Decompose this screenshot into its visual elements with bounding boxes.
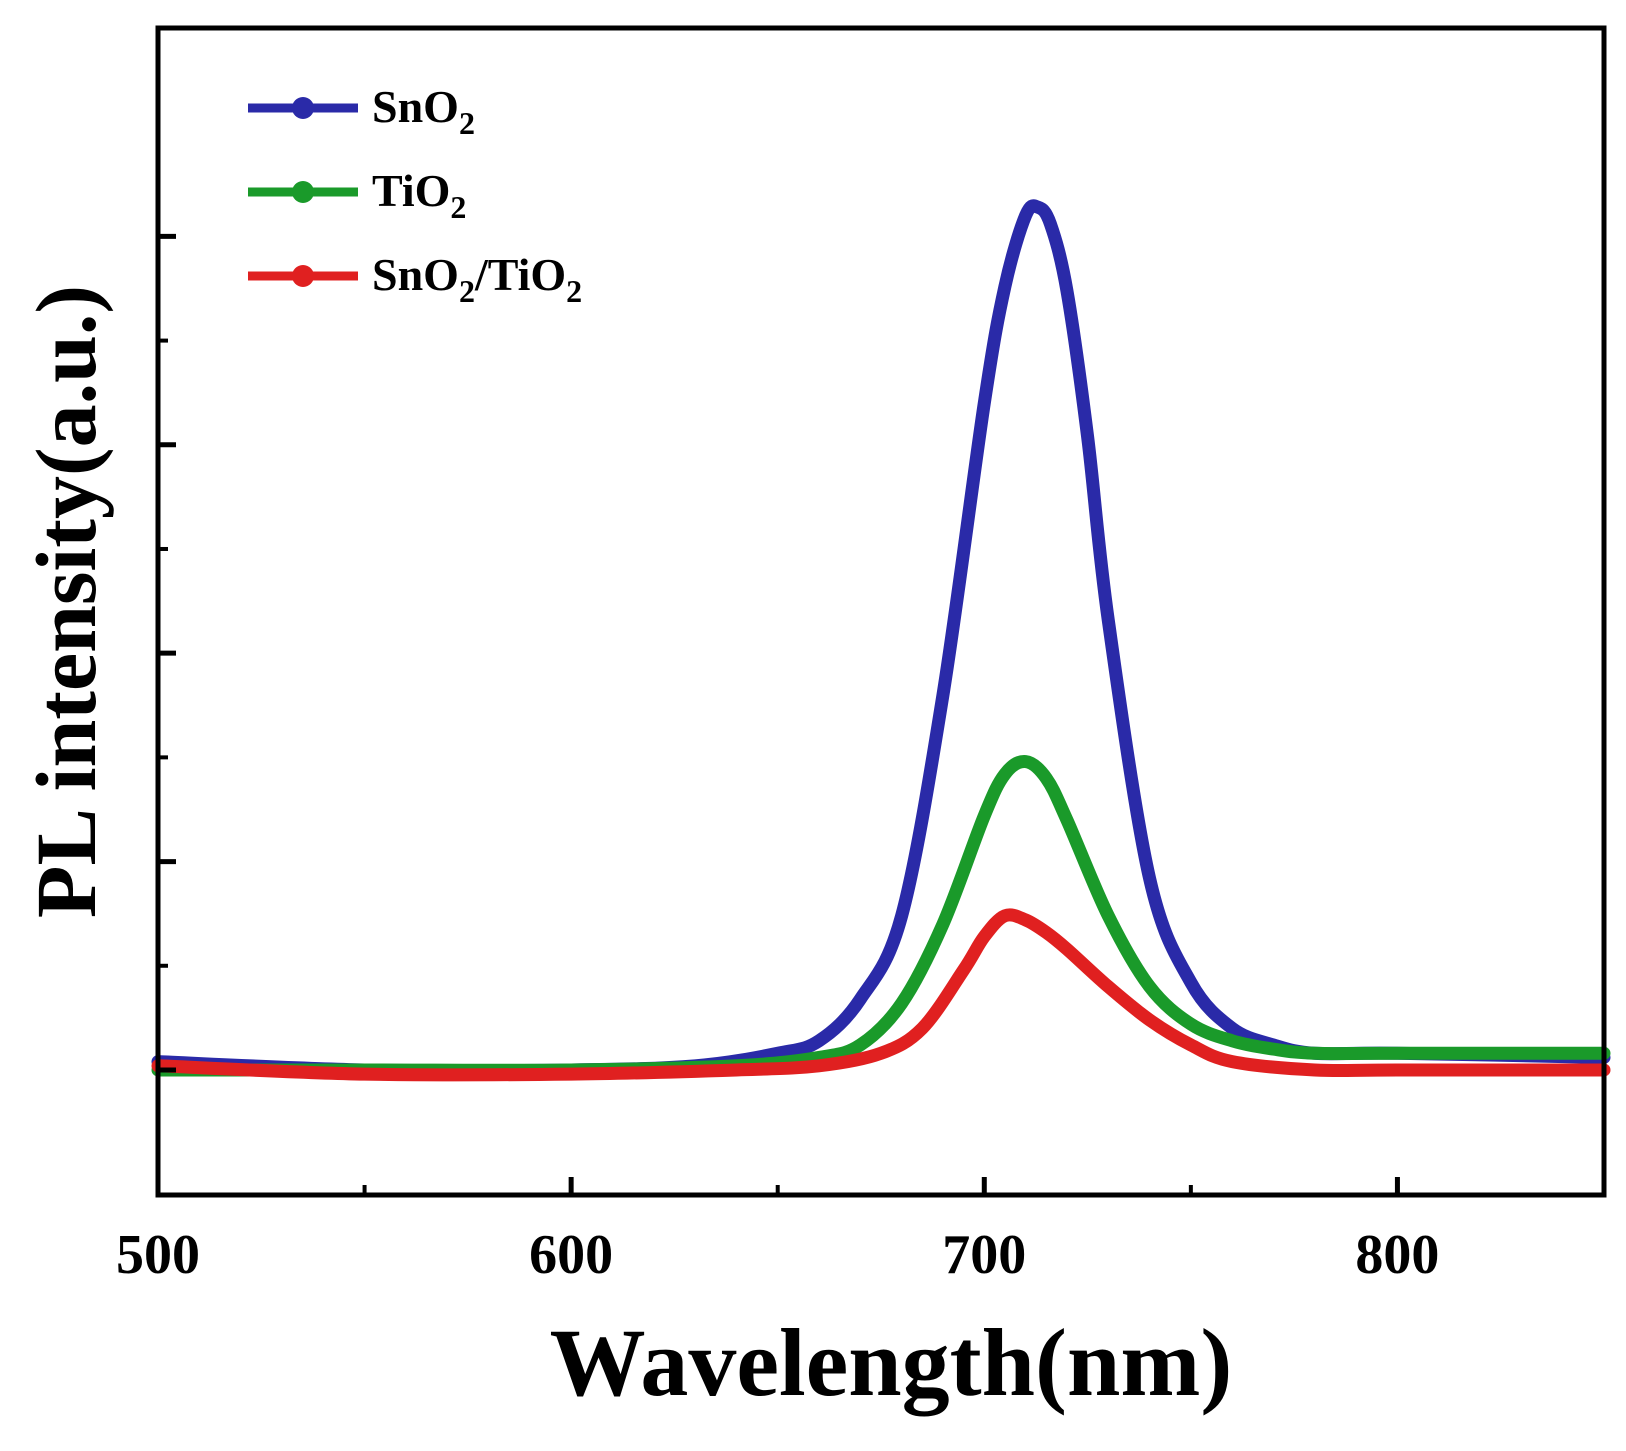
x-tick-label: 500 xyxy=(116,1224,200,1286)
legend-item: TiO2 xyxy=(248,165,466,225)
legend-marker-icon xyxy=(292,265,314,287)
x-tick-label: 800 xyxy=(1355,1224,1439,1286)
ticks-layer: 500 600 700 800 xyxy=(116,233,1439,1286)
y-axis-title: PL intensity(a.u.) xyxy=(18,285,114,918)
plot-frame xyxy=(155,25,1607,1198)
legend-label: SnO2/TiO2 xyxy=(372,249,582,309)
legend-label: SnO2 xyxy=(372,81,475,141)
series-line-sno2-tio2 xyxy=(151,908,1611,1082)
x-tick-label: 600 xyxy=(529,1224,613,1286)
legend-marker-icon xyxy=(292,97,314,119)
legend: SnO2 TiO2 SnO2/TiO2 xyxy=(248,81,582,309)
legend-marker-icon xyxy=(292,181,314,203)
legend-item: SnO2 xyxy=(248,81,475,141)
x-tick-label: 700 xyxy=(942,1224,1026,1286)
x-axis-title: Wavelength(nm) xyxy=(550,1309,1233,1416)
legend-item: SnO2/TiO2 xyxy=(248,249,582,309)
legend-label: TiO2 xyxy=(372,165,466,225)
series-layer xyxy=(151,199,1611,1082)
